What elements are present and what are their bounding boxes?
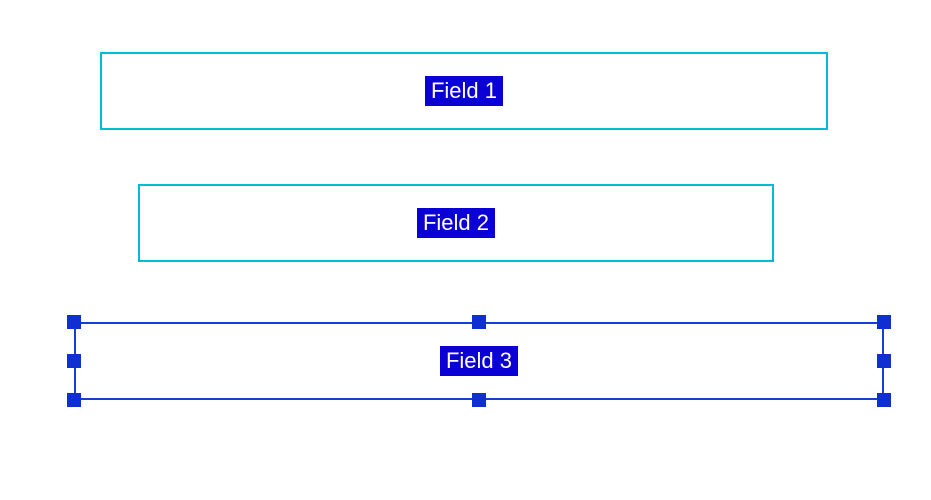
field-1-label: Field 1 bbox=[425, 76, 503, 106]
selection-handle-tr[interactable] bbox=[877, 315, 891, 329]
selection-handle-bm[interactable] bbox=[472, 393, 486, 407]
selection-handle-mr[interactable] bbox=[877, 354, 891, 368]
selection-handle-bl[interactable] bbox=[67, 393, 81, 407]
selection-handle-br[interactable] bbox=[877, 393, 891, 407]
selection-handle-tl[interactable] bbox=[67, 315, 81, 329]
field-3[interactable]: Field 3 bbox=[74, 322, 884, 400]
field-2[interactable]: Field 2 bbox=[138, 184, 774, 262]
field-3-label: Field 3 bbox=[440, 346, 518, 376]
field-2-label: Field 2 bbox=[417, 208, 495, 238]
selection-handle-ml[interactable] bbox=[67, 354, 81, 368]
field-1[interactable]: Field 1 bbox=[100, 52, 828, 130]
selection-handle-tm[interactable] bbox=[472, 315, 486, 329]
